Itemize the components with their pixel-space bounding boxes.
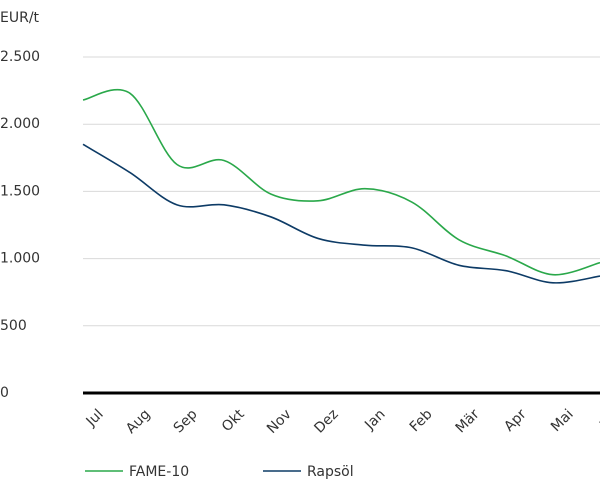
y-tick-label: 0 [0, 385, 9, 401]
x-tick-label: Aug [123, 406, 154, 437]
x-tick-label: Mär [453, 406, 483, 436]
line [82, 143, 600, 284]
y-axis-label: EUR/t [0, 10, 40, 26]
y-tick-label: 2.500 [0, 49, 40, 65]
x-tick-label: Nov [264, 406, 295, 437]
line [82, 88, 600, 276]
y-tick-label: 1.000 [0, 251, 40, 267]
legend-label: FAME-10 [129, 464, 189, 480]
x-tick-label: Jun [596, 406, 600, 433]
y-tick-label: 1.500 [0, 183, 40, 199]
x-tick-label: Jan [361, 406, 388, 433]
y-tick-label: 2.000 [0, 116, 40, 132]
x-tick-label: Apr [501, 406, 530, 435]
x-tick-label: Dez [311, 406, 341, 436]
x-tick-label: Feb [407, 406, 436, 435]
x-tick-label: Jul [83, 406, 107, 430]
x-tick-label: Okt [219, 406, 248, 435]
x-tick-label: Mai [548, 406, 577, 435]
x-tick-label: Sep [171, 406, 201, 436]
legend-label: Rapsöl [307, 464, 354, 480]
y-tick-label: 500 [0, 318, 27, 334]
